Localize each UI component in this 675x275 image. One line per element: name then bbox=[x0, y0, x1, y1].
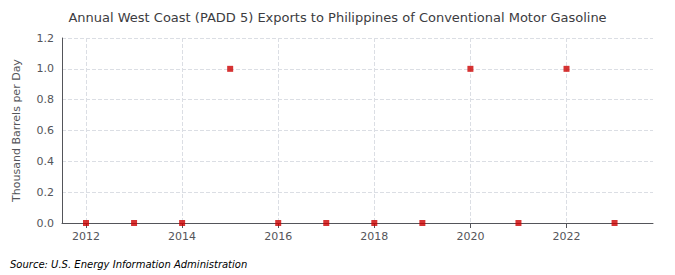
svg-text:0.4: 0.4 bbox=[37, 155, 55, 168]
svg-text:0.6: 0.6 bbox=[37, 124, 55, 137]
svg-text:1.2: 1.2 bbox=[37, 32, 55, 45]
svg-text:0.0: 0.0 bbox=[37, 217, 55, 230]
svg-text:2020: 2020 bbox=[456, 230, 484, 243]
svg-text:Source: U.S. Energy Informatio: Source: U.S. Energy Information Administ… bbox=[10, 259, 247, 270]
svg-text:1.0: 1.0 bbox=[37, 62, 55, 75]
svg-text:2022: 2022 bbox=[553, 230, 581, 243]
svg-text:Annual West Coast (PADD 5) Exp: Annual West Coast (PADD 5) Exports to Ph… bbox=[68, 10, 606, 25]
svg-text:2018: 2018 bbox=[360, 230, 388, 243]
svg-text:Thousand Barrels per Day: Thousand Barrels per Day bbox=[10, 59, 23, 203]
svg-text:2016: 2016 bbox=[264, 230, 292, 243]
svg-text:0.8: 0.8 bbox=[37, 93, 55, 106]
svg-text:2012: 2012 bbox=[72, 230, 100, 243]
svg-text:0.2: 0.2 bbox=[37, 186, 55, 199]
svg-text:2014: 2014 bbox=[168, 230, 196, 243]
